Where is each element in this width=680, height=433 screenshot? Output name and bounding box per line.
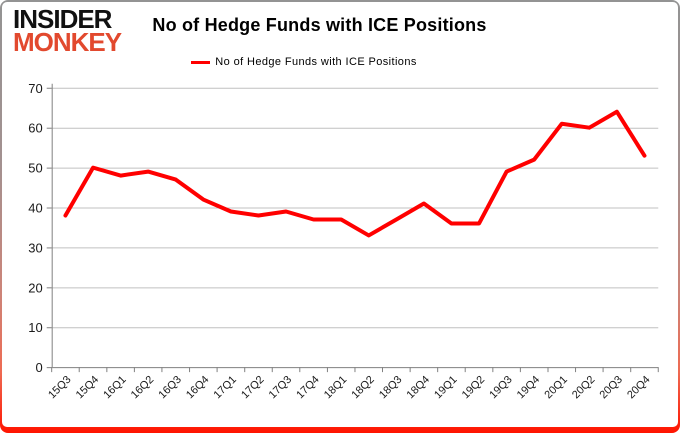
svg-text:16Q2: 16Q2 [129, 374, 156, 401]
svg-text:17Q1: 17Q1 [211, 374, 238, 401]
legend-label: No of Hedge Funds with ICE Positions [215, 56, 417, 68]
svg-text:18Q2: 18Q2 [349, 374, 376, 401]
svg-text:20Q1: 20Q1 [542, 374, 569, 401]
chart-card: INSIDER MONKEY No of Hedge Funds with IC… [2, 2, 678, 427]
svg-text:19Q4: 19Q4 [515, 374, 542, 401]
svg-text:20: 20 [28, 280, 42, 295]
logo-insider: INSIDER [13, 4, 112, 34]
legend-line-swatch [191, 60, 211, 64]
legend: No of Hedge Funds with ICE Positions [2, 56, 606, 68]
svg-text:19Q3: 19Q3 [487, 374, 514, 401]
svg-text:16Q1: 16Q1 [101, 374, 128, 401]
svg-text:19Q1: 19Q1 [432, 374, 459, 401]
svg-text:18Q4: 18Q4 [405, 374, 432, 401]
chart-title: No of Hedge Funds with ICE Positions [152, 15, 487, 35]
svg-text:19Q2: 19Q2 [460, 374, 487, 401]
svg-text:60: 60 [28, 121, 42, 136]
svg-text:18Q1: 18Q1 [322, 374, 349, 401]
logo-monkey: MONKEY [13, 27, 122, 57]
svg-text:17Q2: 17Q2 [239, 374, 266, 401]
svg-text:16Q4: 16Q4 [184, 374, 211, 401]
svg-text:16Q3: 16Q3 [156, 374, 183, 401]
svg-text:20Q4: 20Q4 [625, 374, 652, 401]
svg-text:50: 50 [28, 161, 42, 176]
svg-text:0: 0 [35, 360, 42, 375]
svg-text:18Q3: 18Q3 [377, 374, 404, 401]
svg-text:40: 40 [28, 201, 42, 216]
svg-text:70: 70 [28, 81, 42, 96]
svg-text:15Q3: 15Q3 [46, 374, 73, 401]
svg-text:10: 10 [28, 320, 42, 335]
svg-text:20Q2: 20Q2 [570, 374, 597, 401]
svg-text:20Q3: 20Q3 [597, 374, 624, 401]
insider-monkey-logo: INSIDER MONKEY [13, 4, 122, 57]
svg-text:30: 30 [28, 240, 42, 255]
svg-text:17Q4: 17Q4 [294, 374, 321, 401]
svg-text:17Q3: 17Q3 [267, 374, 294, 401]
svg-text:15Q4: 15Q4 [74, 374, 101, 401]
